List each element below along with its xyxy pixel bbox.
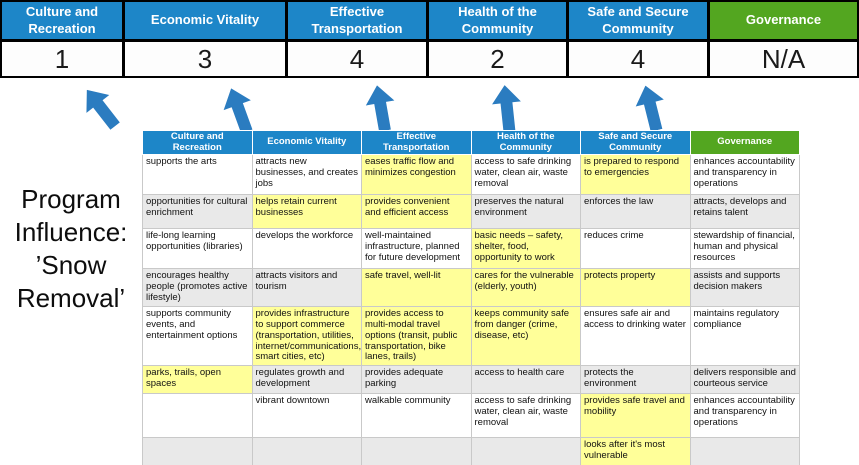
matrix-cell: life-long learning opportunities (librar…	[142, 228, 253, 269]
matrix-cell: well-maintained infrastructure, planned …	[361, 228, 472, 269]
matrix-cell: provides safe travel and mobility	[580, 393, 691, 439]
matrix-cell: attracts, develops and retains talent	[689, 194, 800, 229]
strip-score-governance: N/A	[710, 42, 857, 76]
up-arrow-shape	[492, 85, 521, 132]
up-arrow-shape	[635, 85, 664, 132]
matrix-header-governance: Governance	[689, 130, 800, 155]
matrix-cell: looks after it's most vulnerable	[580, 437, 691, 465]
strip-header-health-community: Health of the Community	[429, 2, 566, 39]
matrix-cell: access to health care	[470, 365, 581, 395]
matrix-header-economic-vitality: Economic Vitality	[251, 130, 362, 155]
program-influence-label: Program Influence: ’Snow Removal’	[0, 183, 142, 315]
up-arrow-icon	[492, 85, 522, 132]
program-label-line: Program	[21, 184, 121, 214]
matrix-cell: provides access to multi-modal travel op…	[361, 305, 472, 367]
up-arrow-shape	[365, 85, 395, 132]
matrix-cell	[689, 437, 800, 465]
matrix-cell: eases traffic flow and minimizes congest…	[361, 154, 472, 195]
strip-score-effective-transportation: 4	[288, 42, 426, 76]
matrix-cell: enforces the law	[580, 194, 691, 229]
matrix-cell: provides adequate parking	[361, 365, 472, 395]
table-row: life-long learning opportunities (librar…	[142, 228, 800, 269]
matrix-header-health-community: Health of the Community	[470, 130, 581, 155]
up-arrow-icon	[635, 85, 666, 132]
matrix-cell: assists and supports decision makers	[689, 268, 800, 307]
matrix-cell: encourages healthy people (promotes acti…	[142, 268, 253, 307]
strip-score-health-community: 2	[429, 42, 566, 76]
up-arrow-icon	[223, 87, 254, 134]
matrix-cell: supports community events, and entertain…	[142, 305, 253, 367]
matrix-cell: maintains regulatory compliance	[689, 305, 800, 367]
matrix-cell: enhances accountability and transparency…	[689, 393, 800, 439]
matrix-cell: keeps community safe from danger (crime,…	[470, 305, 581, 367]
strip-score-culture-recreation: 1	[2, 42, 122, 76]
strip-header-safe-secure-community: Safe and Secure Community	[569, 2, 707, 39]
program-label-line: ’Snow	[35, 250, 107, 280]
matrix-cell: reduces crime	[580, 228, 691, 269]
matrix-cell	[142, 393, 253, 439]
influence-matrix: Culture and Recreation Economic Vitality…	[142, 130, 800, 465]
matrix-cell: ensures safe air and access to drinking …	[580, 305, 691, 367]
matrix-cell: protects property	[580, 268, 691, 307]
matrix-cell: preserves the natural environment	[470, 194, 581, 229]
strip-header-culture-recreation: Culture and Recreation	[2, 2, 122, 39]
up-arrow-shape	[223, 88, 253, 134]
table-row: supports the arts attracts new businesse…	[142, 154, 800, 195]
matrix-cell: attracts new businesses, and creates job…	[251, 154, 362, 195]
matrix-cell: supports the arts	[142, 154, 253, 195]
matrix-cell: provides infrastructure to support comme…	[251, 305, 362, 367]
up-arrow-shape	[86, 89, 120, 130]
matrix-cell: protects the environment	[580, 365, 691, 395]
matrix-cell: access to safe drinking water, clean air…	[470, 154, 581, 195]
matrix-cell: delivers responsible and courteous servi…	[689, 365, 800, 395]
matrix-cell	[142, 437, 253, 465]
matrix-cell: regulates growth and development	[251, 365, 362, 395]
strip-header-economic-vitality: Economic Vitality	[125, 2, 285, 39]
strip-score-safe-secure-community: 4	[569, 42, 707, 76]
up-arrow-icon	[86, 85, 120, 131]
table-row: supports community events, and entertain…	[142, 305, 800, 367]
matrix-cell: walkable community	[361, 393, 472, 439]
matrix-cell: stewardship of financial, human and phys…	[689, 228, 800, 269]
matrix-header-culture-recreation: Culture and Recreation	[142, 130, 253, 155]
table-row: parks, trails, open spaces regulates gro…	[142, 365, 800, 395]
matrix-cell: enhances accountability and transparency…	[689, 154, 800, 195]
matrix-header-effective-transportation: Effective Transportation	[361, 130, 472, 155]
matrix-cell: basic needs – safety, shelter, food, opp…	[470, 228, 581, 269]
matrix-cell	[470, 437, 581, 465]
matrix-cell: is prepared to respond to emergencies	[580, 154, 691, 195]
up-arrow-icon	[365, 85, 396, 132]
table-row: opportunities for cultural enrichment he…	[142, 194, 800, 229]
strip-header-governance: Governance	[710, 2, 857, 39]
matrix-cell: vibrant downtown	[251, 393, 362, 439]
matrix-cell: parks, trails, open spaces	[142, 365, 253, 395]
strip-header-effective-transportation: Effective Transportation	[288, 2, 426, 39]
matrix-header-row: Culture and Recreation Economic Vitality…	[142, 130, 800, 155]
matrix-cell: access to safe drinking water, clean air…	[470, 393, 581, 439]
matrix-cell	[251, 437, 362, 465]
matrix-cell	[361, 437, 472, 465]
program-label-line: Removal’	[16, 283, 126, 313]
matrix-cell: provides convenient and efficient access	[361, 194, 472, 229]
matrix-cell: helps retain current businesses	[251, 194, 362, 229]
matrix-cell: opportunities for cultural enrichment	[142, 194, 253, 229]
score-strip: Culture and Recreation Economic Vitality…	[0, 0, 859, 78]
matrix-header-safe-secure-community: Safe and Secure Community	[580, 130, 691, 155]
strip-score-economic-vitality: 3	[125, 42, 285, 76]
table-row: encourages healthy people (promotes acti…	[142, 268, 800, 307]
matrix-cell: develops the workforce	[251, 228, 362, 269]
matrix-cell: cares for the vulnerable (elderly, youth…	[470, 268, 581, 307]
table-row: looks after it's most vulnerable	[142, 437, 800, 465]
matrix-cell: attracts visitors and tourism	[251, 268, 362, 307]
program-label-line: Influence:	[14, 217, 128, 247]
table-row: vibrant downtown walkable community acce…	[142, 393, 800, 439]
matrix-cell: safe travel, well-lit	[361, 268, 472, 307]
